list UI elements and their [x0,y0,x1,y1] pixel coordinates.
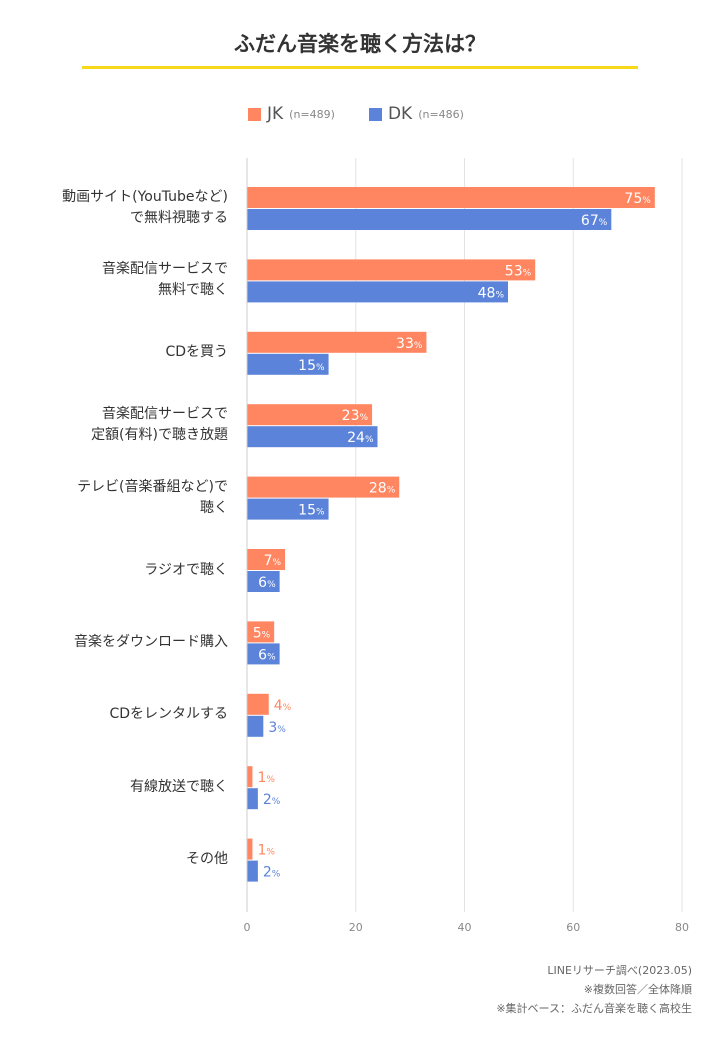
category-label: 有線放送で聴く [130,778,228,795]
footnotes: LINEリサーチ調べ(2023.05) ※複数回答／全体降順 ※集計ベース：ふだ… [496,961,692,1018]
bar-jk [247,404,373,426]
data-label: 33% [396,336,423,352]
legend: JK (n=489) DK (n=486) [248,104,464,124]
footnote-source: LINEリサーチ調べ(2023.05) [547,964,692,977]
legend-dk: DK (n=486) [368,104,464,124]
data-label: 3% [268,720,286,736]
data-label: 15% [298,503,325,519]
bar-dk [247,209,612,230]
data-label: 48% [478,285,505,301]
x-tick-label: 40 [458,921,472,934]
legend-n-dk: (n=486) [418,107,464,121]
data-label: 4% [274,698,292,714]
category-label: 音楽配信サービスで 定額(有料)で聴き放題 [91,406,228,444]
bar-dk [247,498,329,520]
data-label: 15% [298,358,325,374]
category-label: 音楽配信サービスで 無料で聴く [102,261,228,299]
category-label: 動画サイト(YouTubeなど) で無料視聴する [62,189,228,226]
bar-dk [247,353,329,375]
data-label: 1% [257,770,275,786]
data-label: 67% [581,213,608,229]
bar-dk [247,715,264,737]
data-label: 53% [505,263,532,279]
x-tick-label: 0 [244,921,251,934]
data-label: 23% [342,408,369,424]
x-tick-label: 60 [566,921,580,934]
bar-dk [247,860,258,882]
data-label: 6% [258,647,276,663]
x-tick-label: 80 [675,921,689,934]
footnote-base: ※集計ベース：ふだん音楽を聴く高校生 [496,1002,692,1015]
bar-jk [247,766,253,788]
data-label: 6% [258,575,276,591]
legend-n-jk: (n=489) [289,107,335,121]
category-label: 音楽をダウンロード購入 [74,633,228,650]
category-label: CDをレンタルする [109,706,228,723]
bar-dk [247,643,280,665]
bar-jk [247,621,275,643]
category-label: CDを買う [165,344,228,361]
data-label: 1% [257,843,275,859]
data-label: 2% [263,865,281,881]
data-label: 24% [347,430,374,446]
category-label: テレビ(音楽番組など)で 聴く [77,478,228,516]
category-label: その他 [186,851,228,868]
data-label: 75% [624,191,651,207]
data-label: 28% [369,481,396,497]
bar-jk [247,693,269,715]
bar-dk [247,281,508,303]
bar-jk [247,549,286,570]
bar-dk [247,426,378,448]
legend-swatch-dk [368,107,382,121]
x-tick-label: 20 [349,921,363,934]
chart-title: ふだん音楽を聴く方法は？ [234,32,486,56]
legend-label-dk: DK [387,104,413,124]
legend-label-jk: JK [267,104,284,124]
bar-jk [247,187,655,208]
bar-jk [247,476,400,498]
bar-jk [247,331,427,353]
legend-jk: JK (n=489) [248,104,335,124]
bar-jk [247,838,253,860]
bar-dk [247,571,280,592]
bar-dk [247,788,258,810]
legend-swatch-jk [248,107,261,121]
category-label: ラジオで聴く [144,561,228,578]
data-label: 2% [263,792,281,808]
data-label: 5% [253,625,271,641]
footnote-method: ※複数回答／全体降順 [583,983,692,996]
bar-jk [247,259,536,281]
data-label: 7% [264,553,282,569]
title-underline [82,66,638,69]
